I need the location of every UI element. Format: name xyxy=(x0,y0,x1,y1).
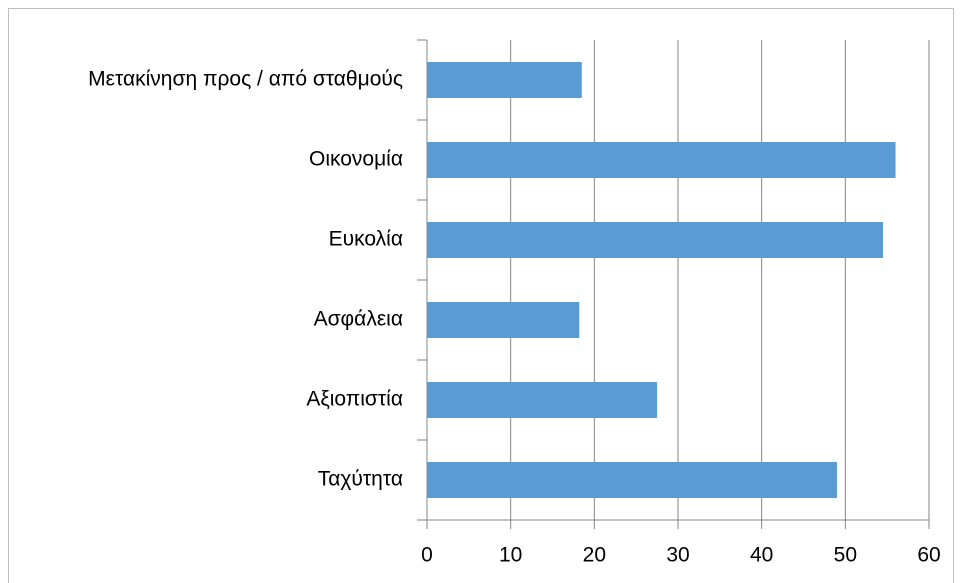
y-tick-label: Ευκολία xyxy=(329,228,403,251)
y-tick-label: Μετακίνηση προς / από σταθμούς xyxy=(88,68,403,91)
x-tick-label: 20 xyxy=(583,544,606,567)
y-tick-label: Αξιοπιστία xyxy=(306,388,403,411)
bar xyxy=(427,62,582,98)
x-tick-label: 10 xyxy=(499,544,522,567)
bar xyxy=(427,222,883,258)
x-tick-label: 60 xyxy=(917,544,940,567)
chart-border xyxy=(8,8,954,583)
y-tick-label: Ασφάλεια xyxy=(314,308,403,331)
bar xyxy=(427,382,658,418)
bar xyxy=(427,142,896,178)
x-tick-label: 0 xyxy=(421,544,433,567)
y-tick-label: Οικονομία xyxy=(309,148,403,171)
bar xyxy=(427,462,837,498)
y-tick-label: Ταχύτητα xyxy=(318,468,403,491)
x-tick-label: 40 xyxy=(750,544,773,567)
x-tick-label: 30 xyxy=(666,544,689,567)
bar xyxy=(427,302,580,338)
x-tick-label: 50 xyxy=(834,544,857,567)
